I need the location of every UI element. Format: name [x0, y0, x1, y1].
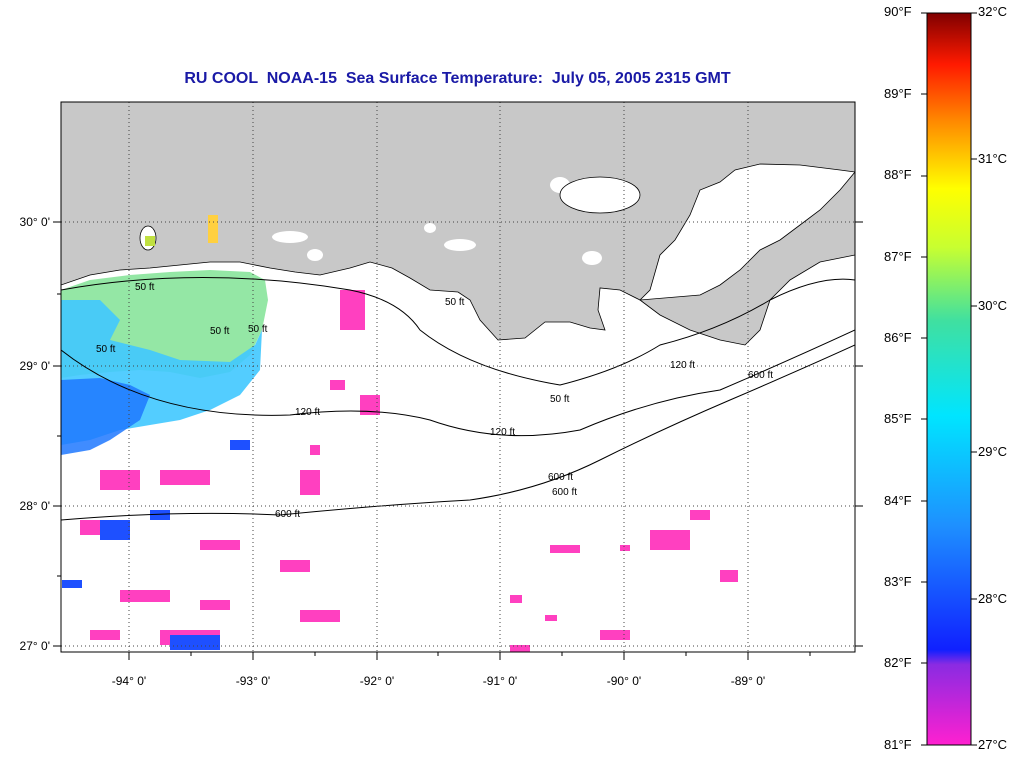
map-title: RU COOL NOAA-15 Sea Surface Temperature:… [184, 70, 731, 87]
colorbar-f-label: 84°F [884, 493, 912, 508]
contour-label: 120 ft [490, 427, 515, 438]
land-mass [61, 102, 855, 341]
contour-label: 120 ft [295, 407, 320, 418]
sst-cool-region [61, 378, 150, 455]
lon-label: -93° 0' [236, 674, 270, 688]
contour-label: 50 ft [550, 394, 570, 405]
contour-120ft [61, 329, 855, 437]
colorbar-f-label: 89°F [884, 86, 912, 101]
colorbar-c-label: 27°C [978, 737, 1008, 752]
colorbar-f-label: 83°F [884, 574, 912, 589]
longitude-labels: -94° 0' -93° 0' -92° 0' -91° 0' -90° 0' … [112, 674, 765, 688]
contour-label: 50 ft [248, 324, 268, 335]
contour-600ft [61, 344, 855, 521]
lake [559, 176, 641, 214]
lon-label: -94° 0' [112, 674, 146, 688]
lat-label: 30° 0' [20, 215, 50, 229]
contour-label: 50 ft [96, 344, 116, 355]
colorbar-c-label: 28°C [978, 591, 1008, 606]
contour-50ft [61, 277, 855, 386]
colorbar-f-label: 86°F [884, 330, 912, 345]
colorbar-f-label: 87°F [884, 249, 912, 264]
colorbar-c-label: 30°C [978, 298, 1008, 313]
lat-label: 29° 0' [20, 359, 50, 373]
tick-marks [53, 221, 863, 660]
lake [444, 239, 476, 251]
colorbar-f-label: 85°F [884, 411, 912, 426]
colorbar-f-label: 90°F [884, 4, 912, 19]
colorbar-ticks [921, 12, 977, 746]
contour-label: 600 ft [552, 487, 577, 498]
contour-label: 120 ft [670, 360, 695, 371]
contour-label: 50 ft [445, 297, 465, 308]
lake [307, 249, 323, 261]
colorbar-f-label: 81°F [884, 737, 912, 752]
contour-label: 600 ft [748, 370, 773, 381]
contour-label: 50 ft [210, 326, 230, 337]
colorbar-c-label: 31°C [978, 151, 1008, 166]
colorbar-f-label: 82°F [884, 655, 912, 670]
delta-coast [638, 171, 855, 346]
graticule [61, 102, 855, 652]
lake [424, 223, 436, 233]
lake [145, 236, 155, 246]
sst-blue-patches [62, 440, 250, 650]
lon-label: -90° 0' [607, 674, 641, 688]
contour-label: 600 ft [548, 472, 573, 483]
colorbar-c-label: 29°C [978, 444, 1008, 459]
colorbar [926, 12, 972, 746]
latitude-labels: 30° 0' 29° 0' 28° 0' 27° 0' [20, 215, 50, 653]
lat-label: 27° 0' [20, 639, 50, 653]
lake [272, 231, 308, 243]
contour-labels: 50 ft 50 ft 50 ft 50 ft 50 ft 50 ft 120 … [96, 282, 773, 520]
colorbar-f-label: 88°F [884, 167, 912, 182]
contour-label: 600 ft [275, 509, 300, 520]
lake [582, 251, 602, 265]
contour-label: 50 ft [135, 282, 155, 293]
lat-label: 28° 0' [20, 499, 50, 513]
lon-label: -92° 0' [360, 674, 394, 688]
map-frame [60, 101, 856, 653]
lon-label: -89° 0' [731, 674, 765, 688]
colorbar-c-label: 32°C [978, 4, 1008, 19]
lake [208, 215, 218, 243]
lon-label: -91° 0' [483, 674, 517, 688]
